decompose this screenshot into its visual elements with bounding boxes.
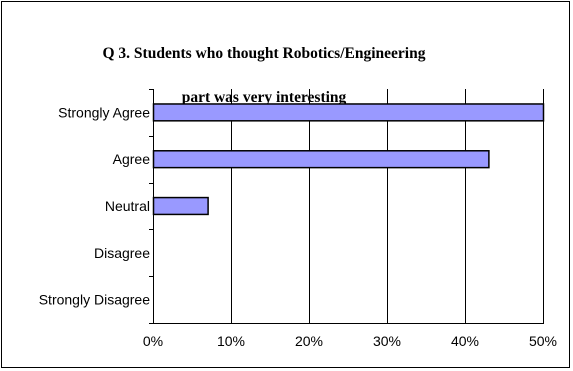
- y-tick-label: Agree: [113, 151, 151, 167]
- bar: [152, 103, 545, 122]
- y-tick-label: Neutral: [105, 198, 150, 214]
- chart-title-line-2: part was very interesting: [181, 89, 347, 106]
- y-tick-label: Strongly Disagree: [39, 292, 150, 308]
- x-tick-label: 40%: [451, 333, 479, 349]
- x-tick-label: 0%: [143, 333, 163, 349]
- y-tick-label: Disagree: [94, 245, 150, 261]
- x-tick-label: 20%: [295, 333, 323, 349]
- chart-title-line-1: Q 3. Students who thought Robotics/Engin…: [102, 45, 426, 62]
- x-tick-label: 50%: [529, 333, 557, 349]
- y-tick-label: Strongly Agree: [58, 104, 150, 120]
- chart-title: Q 3. Students who thought Robotics/Engin…: [24, 21, 504, 109]
- bar: [152, 150, 490, 169]
- bar: [152, 196, 209, 216]
- x-tick-label: 10%: [217, 333, 245, 349]
- x-tick-label: 30%: [373, 333, 401, 349]
